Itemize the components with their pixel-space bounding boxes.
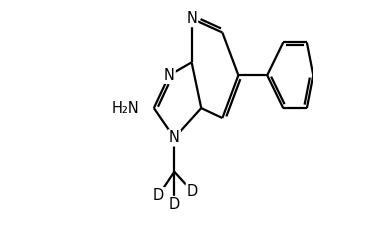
Text: N: N [186,11,197,26]
Text: D: D [169,197,180,212]
Text: N: N [164,68,175,83]
Text: N: N [169,130,180,145]
Text: D: D [187,184,198,199]
Text: D: D [153,188,164,203]
Text: H₂N: H₂N [111,101,139,116]
